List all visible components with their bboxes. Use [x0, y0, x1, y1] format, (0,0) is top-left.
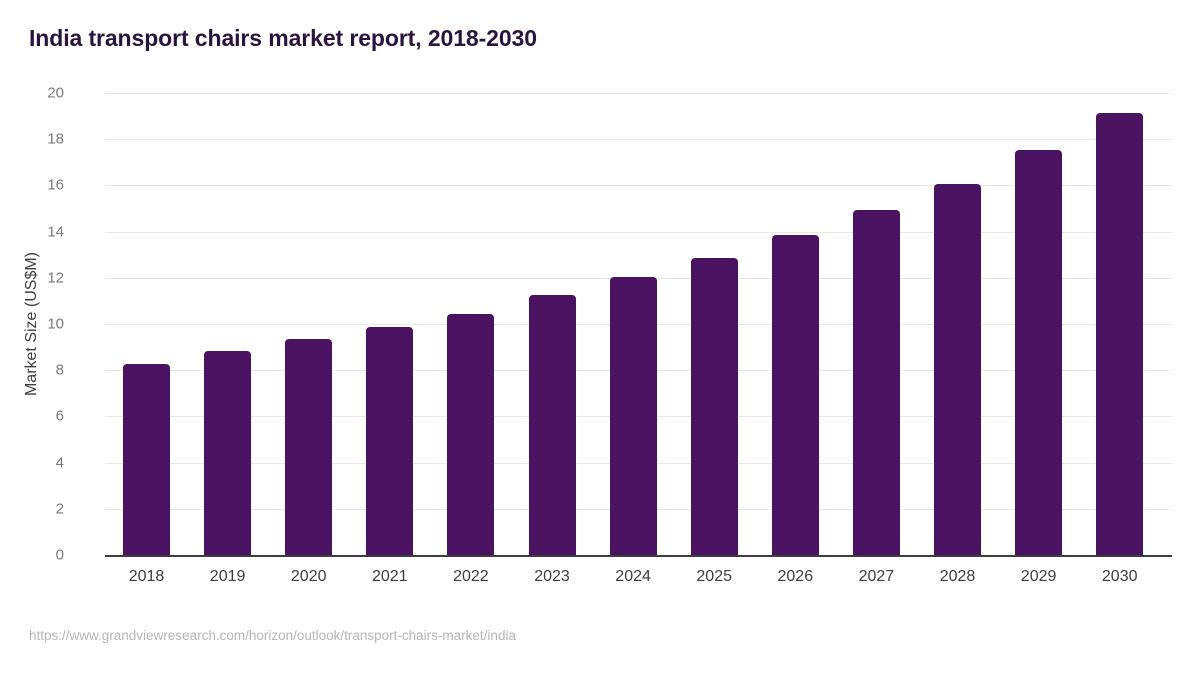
y-axis-tick-label: 18 [47, 130, 64, 148]
bar [366, 327, 414, 555]
y-axis-tick-label: 6 [55, 407, 64, 425]
page-title: India transport chairs market report, 20… [29, 25, 537, 51]
x-axis-tick-label: 2026 [777, 568, 814, 585]
bar [1096, 112, 1144, 555]
bar [1015, 149, 1063, 555]
y-axis-tick-label: 10 [47, 315, 64, 333]
bar [771, 235, 819, 555]
gridline [105, 231, 1172, 233]
bar [528, 295, 576, 555]
x-axis-tick-label: 2018 [128, 568, 165, 585]
x-axis-tick-label: 2027 [858, 568, 895, 585]
x-axis-tick-label: 2028 [939, 568, 976, 585]
bar [852, 209, 900, 555]
y-axis-tick-label: 2 [55, 500, 64, 518]
y-axis-tick-label: 14 [47, 223, 64, 241]
y-axis-tick-label: 0 [55, 546, 64, 564]
x-axis-tick-label: 2019 [209, 568, 246, 585]
bar [285, 339, 333, 555]
bar [934, 184, 981, 555]
source-url: https://www.grandviewresearch.com/horizo… [29, 628, 516, 643]
bar [123, 364, 170, 555]
x-axis-tick-label: 2025 [696, 568, 732, 585]
plot-area: 0 2 4 6 8 10 12 14 16 18 20 [47, 85, 1172, 564]
bar [609, 276, 657, 555]
y-axis-tick-label: 16 [47, 176, 64, 194]
y-axis-tick-label: 4 [55, 454, 64, 472]
bar [204, 350, 252, 555]
y-axis-tick-label: 12 [47, 269, 64, 287]
x-axis-tick-label: 2022 [453, 568, 489, 585]
x-axis-tick-label: 2021 [372, 568, 408, 585]
y-axis-tick-label: 20 [47, 84, 64, 102]
x-axis-tick-label: 2024 [615, 568, 651, 585]
gridline [105, 93, 1172, 94]
x-axis-tick-label: 2030 [1101, 568, 1138, 585]
y-axis-tick-label: 8 [55, 361, 64, 379]
x-axis-tick-label: 2023 [534, 568, 570, 585]
gridline [105, 139, 1172, 141]
bar [447, 313, 495, 555]
x-axis-tick-label: 2020 [290, 568, 327, 585]
x-axis-tick-label: 2029 [1020, 568, 1057, 585]
gridline [105, 185, 1172, 187]
x-axis-line [105, 555, 1172, 557]
bar [690, 258, 738, 555]
